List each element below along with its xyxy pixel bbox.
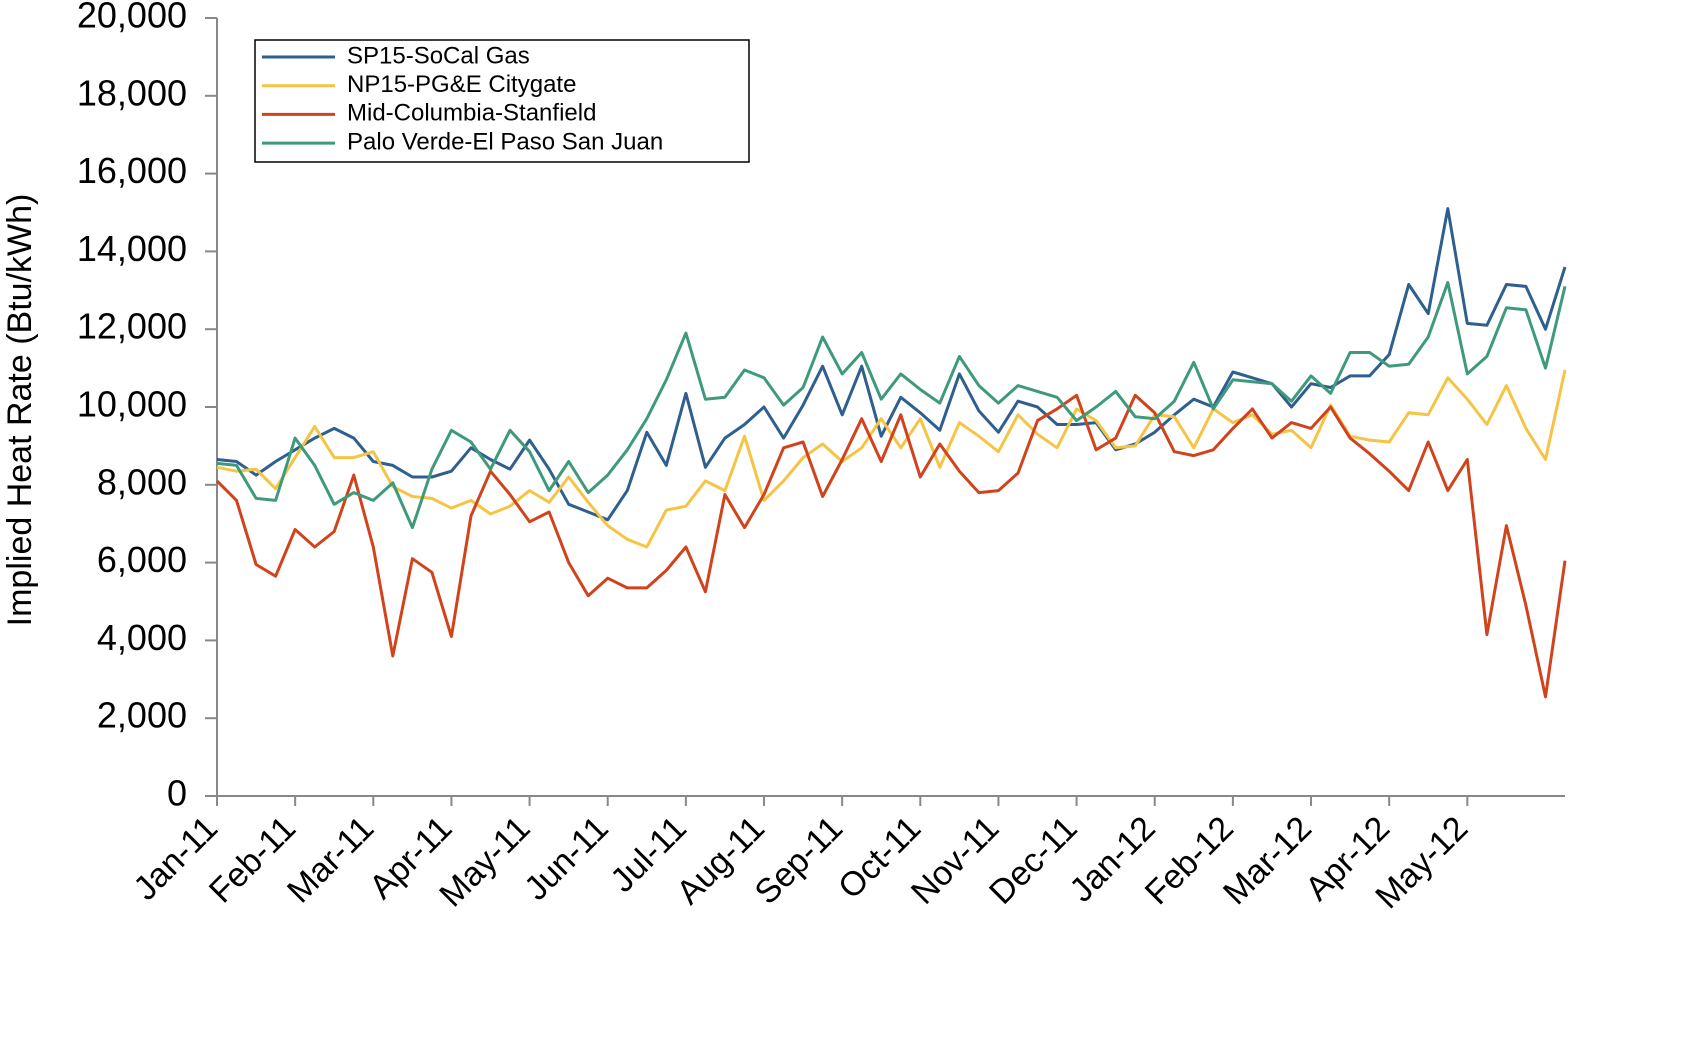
y-tick-label: 12,000 — [77, 306, 187, 347]
y-axis-title: Implied Heat Rate (Btu/kWh) — [1, 194, 39, 627]
x-tick-label: Mar-11 — [280, 809, 381, 910]
x-tick-label: Dec-11 — [982, 809, 1085, 912]
x-tick-label: Nov-11 — [904, 809, 1007, 912]
legend — [254, 39, 750, 163]
x-tick-label: Jun-11 — [517, 809, 616, 908]
legend-label: Mid-Columbia-Stanfield — [347, 100, 596, 127]
y-tick-label: 14,000 — [77, 228, 187, 269]
y-tick-label: 10,000 — [77, 384, 187, 425]
series-line — [216, 207, 1567, 522]
y-tick-label: 6,000 — [97, 539, 187, 580]
x-tick-label: Mar-12 — [1216, 809, 1319, 912]
legend-label: NP15-PG&E Citygate — [347, 71, 576, 98]
series-line — [216, 281, 1567, 530]
y-tick-label: 18,000 — [77, 72, 187, 113]
x-tick-label: Sep-11 — [748, 809, 851, 912]
y-tick-label: 16,000 — [77, 150, 187, 191]
y-tick-label: 0 — [167, 773, 187, 814]
y-tick-label: 4,000 — [97, 617, 187, 658]
series-line — [215, 393, 1567, 699]
y-tick-label: 2,000 — [97, 695, 187, 736]
x-tick-label: Aug-11 — [669, 809, 772, 912]
y-tick-label: 8,000 — [97, 461, 187, 502]
x-tick-label: Feb-11 — [202, 809, 303, 910]
y-tick-label: 20,000 — [77, 0, 187, 36]
x-tick-label: Feb-12 — [1138, 809, 1241, 912]
legend-label: Palo Verde-El Paso San Juan — [347, 128, 663, 155]
legend-label: SP15-SoCal Gas — [347, 42, 530, 69]
series-line — [216, 369, 1567, 549]
